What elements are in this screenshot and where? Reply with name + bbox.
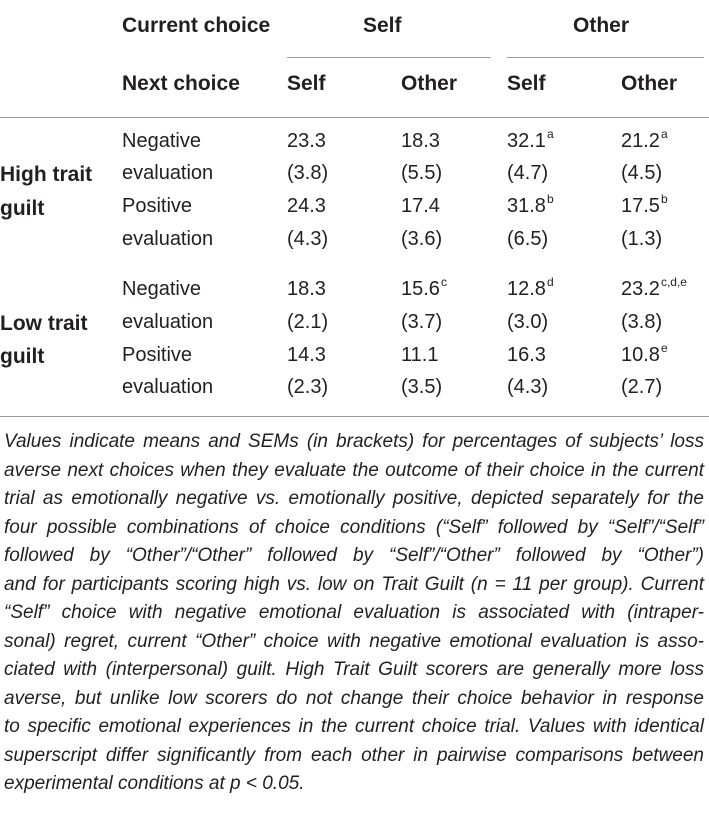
mean-value: 17.4 bbox=[401, 195, 440, 217]
row-label: Positive bbox=[122, 195, 193, 217]
table-bottom-rule bbox=[0, 416, 709, 417]
sem-value: (3.8) bbox=[621, 311, 663, 333]
sem-value: (3.7) bbox=[401, 311, 443, 333]
sem-value: (3.5) bbox=[401, 376, 443, 398]
group-label-high-line1: High trait bbox=[0, 163, 93, 186]
mean-cell: 21.2a bbox=[621, 127, 668, 153]
mean-superscript: c,d,e bbox=[660, 275, 687, 289]
header-rule bbox=[0, 117, 709, 118]
mean-value: 14.3 bbox=[287, 344, 326, 366]
mean-cell: 18.3 bbox=[287, 278, 327, 301]
header-current-choice: Current choice bbox=[122, 14, 271, 37]
mean-cell: 24.3 bbox=[287, 195, 327, 218]
mean-superscript: b bbox=[660, 192, 668, 206]
sem-value: (2.7) bbox=[621, 376, 663, 398]
sem-value: (4.3) bbox=[507, 376, 549, 398]
mean-cell: 31.8b bbox=[507, 192, 554, 218]
mean-value: 23.3 bbox=[287, 130, 326, 152]
mean-cell: 16.3 bbox=[507, 344, 547, 367]
header-sub-other-1: Other bbox=[401, 72, 458, 95]
mean-cell: 15.6c bbox=[401, 275, 447, 301]
mean-value: 31.8 bbox=[507, 195, 546, 217]
sem-value: (6.5) bbox=[507, 228, 549, 250]
footnote-line: ciated with (interpersonal) guilt. High … bbox=[4, 659, 704, 680]
footnote-line: Values indicate means and SEMs (in brack… bbox=[4, 431, 704, 452]
sem-value: (2.1) bbox=[287, 311, 329, 333]
footnote-line: sonal) regret, current “Other” choice wi… bbox=[4, 630, 704, 652]
header-other-group: Other bbox=[573, 14, 630, 37]
mean-cell: 23.3 bbox=[287, 130, 327, 153]
mean-value: 18.3 bbox=[287, 278, 326, 300]
row-label: evaluation bbox=[122, 162, 214, 184]
footnote-line: averse next choices when they evaluate t… bbox=[4, 459, 704, 481]
header-next-choice: Next choice bbox=[122, 72, 240, 95]
sem-value: (4.5) bbox=[621, 162, 663, 184]
mean-value: 16.3 bbox=[507, 344, 546, 366]
sem-value: (3.8) bbox=[287, 162, 329, 184]
mean-value: 11.1 bbox=[401, 344, 439, 366]
footnote-line: “Self” choice with negative emotional ev… bbox=[4, 602, 704, 623]
group-label-high-line2: guilt bbox=[0, 197, 45, 220]
sem-value: (4.3) bbox=[287, 228, 329, 250]
footnote-line: superscript differ significantly from ea… bbox=[4, 744, 704, 766]
sem-value: (2.3) bbox=[287, 376, 329, 398]
mean-cell: 10.8e bbox=[621, 341, 668, 367]
row-label: evaluation bbox=[122, 311, 214, 333]
sem-value: (5.5) bbox=[401, 162, 443, 184]
footnote-line: experimental conditions at p < 0.05. bbox=[4, 773, 305, 794]
table-footnote: Values indicate means and SEMs (in brack… bbox=[4, 428, 704, 799]
header-sub-self-2: Self bbox=[507, 72, 546, 95]
footnote-line: trial as emotionally negative vs. emotio… bbox=[4, 488, 704, 509]
header-sub-self-1: Self bbox=[287, 72, 326, 95]
mean-value: 12.8 bbox=[507, 278, 546, 300]
mean-value: 21.2 bbox=[621, 130, 660, 152]
sem-value: (1.3) bbox=[621, 228, 663, 250]
mean-cell: 18.3 bbox=[401, 130, 441, 153]
mean-value: 10.8 bbox=[621, 344, 660, 366]
footnote-line: averse, but unlike low scorers do not ch… bbox=[4, 687, 704, 709]
footnote-line: followed by “Other”/“Other” followed by … bbox=[4, 545, 704, 566]
mean-superscript: d bbox=[546, 275, 554, 289]
row-label: Positive bbox=[122, 344, 193, 366]
mean-cell: 17.5b bbox=[621, 192, 668, 218]
group-label-low-line1: Low trait bbox=[0, 312, 88, 335]
mean-value: 15.6 bbox=[401, 278, 440, 300]
footnote-line: four possible combinations of choice con… bbox=[4, 516, 704, 538]
row-label: evaluation bbox=[122, 228, 214, 250]
footnote-line: and for participants scoring high vs. lo… bbox=[4, 573, 704, 595]
mean-cell: 11.1 bbox=[401, 344, 439, 367]
mean-value: 17.5 bbox=[621, 195, 660, 217]
row-label: Negative bbox=[122, 278, 201, 300]
mean-superscript: b bbox=[546, 192, 554, 206]
mean-value: 32.1 bbox=[507, 130, 546, 152]
sem-value: (4.7) bbox=[507, 162, 549, 184]
mean-cell: 32.1a bbox=[507, 127, 554, 153]
other-group-rule bbox=[507, 57, 704, 58]
row-label: evaluation bbox=[122, 376, 214, 398]
header-self-group: Self bbox=[363, 14, 402, 37]
mean-superscript: a bbox=[546, 127, 554, 141]
mean-superscript: c bbox=[440, 275, 447, 289]
group-label-low-line2: guilt bbox=[0, 345, 45, 368]
mean-superscript: e bbox=[660, 341, 668, 355]
row-label: Negative bbox=[122, 130, 201, 152]
header-sub-other-2: Other bbox=[621, 72, 678, 95]
mean-cell: 14.3 bbox=[287, 344, 327, 367]
mean-cell: 12.8d bbox=[507, 275, 554, 301]
sem-value: (3.6) bbox=[401, 228, 443, 250]
mean-value: 23.2 bbox=[621, 278, 660, 300]
mean-cell: 23.2c,d,e bbox=[621, 275, 687, 301]
mean-value: 18.3 bbox=[401, 130, 440, 152]
footnote-line: to specific emotional experiences in the… bbox=[4, 716, 704, 737]
sem-value: (3.0) bbox=[507, 311, 549, 333]
mean-value: 24.3 bbox=[287, 195, 326, 217]
mean-cell: 17.4 bbox=[401, 195, 441, 218]
self-group-rule bbox=[287, 57, 491, 58]
mean-superscript: a bbox=[660, 127, 668, 141]
